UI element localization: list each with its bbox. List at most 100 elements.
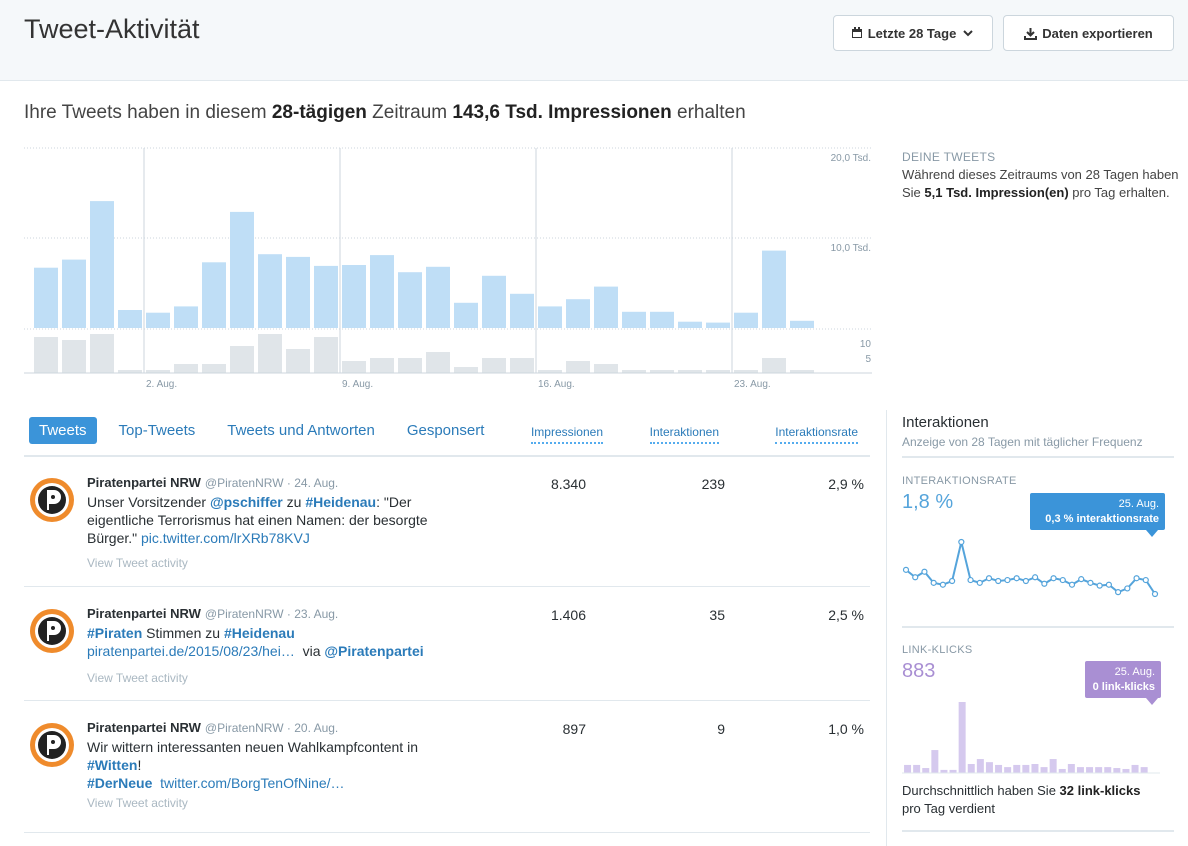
bar (1040, 767, 1048, 773)
link[interactable]: pic.twitter.com/lrXRb78KVJ (141, 530, 310, 546)
text-segment: Zeitraum (366, 102, 453, 123)
tweet-activity-link[interactable]: View Tweet activity (87, 556, 188, 570)
bar (1004, 767, 1012, 773)
link[interactable]: twitter.com/BorgTenOfNine/… (160, 775, 345, 791)
tweet-activity-link[interactable]: View Tweet activity (87, 796, 188, 810)
text-segment: Wir wittern interessanten neuen Wahlkamp… (87, 739, 422, 755)
text-segment: 5,1 Tsd. Impression(en) (924, 185, 1069, 200)
x-tick-label: 23. Aug. (734, 379, 771, 390)
tweet-activity-link[interactable]: View Tweet activity (87, 671, 188, 685)
tooltip-arrow (1146, 530, 1158, 537)
bar (1104, 767, 1112, 773)
bar (958, 702, 966, 773)
column-header: Interaktionsrate (775, 425, 858, 444)
rate-point (1142, 576, 1149, 584)
bar (34, 267, 58, 328)
clicks-footer: Durchschnittlich haben Sie 32 link-klick… (902, 782, 1162, 818)
bar (342, 361, 366, 373)
bar (762, 358, 786, 373)
link[interactable]: @Piratenpartei (324, 643, 424, 659)
bar (62, 259, 86, 328)
bar (398, 358, 422, 373)
rate-line (905, 541, 1156, 595)
bar (90, 334, 114, 373)
link[interactable]: #Witten (87, 757, 138, 773)
rate-point (976, 579, 983, 586)
tweet-text: #Piraten Stimmen zu #Heidenau piratenpar… (87, 624, 457, 660)
author-meta: @PiratenNRW · 23. Aug. (204, 607, 339, 621)
rate-point (1013, 575, 1020, 582)
separator (902, 830, 1174, 832)
bar (622, 311, 646, 328)
author-name: Piratenpartei NRW (87, 720, 201, 735)
bar (1086, 767, 1094, 773)
link[interactable]: #Heidenau (223, 625, 295, 641)
text-segment: pro Tag verdient (902, 801, 995, 816)
tweet-rate: 2,9 % (828, 476, 864, 492)
bar (454, 302, 478, 328)
tab[interactable]: Tweets (29, 417, 97, 444)
bar (538, 306, 562, 328)
bar (734, 312, 758, 328)
bar (734, 370, 758, 373)
bar (650, 370, 674, 373)
bar (678, 370, 702, 373)
text-segment: ! (137, 757, 142, 773)
rate-point (1151, 590, 1159, 598)
rate-point (1105, 581, 1112, 588)
rate-value: 1,8 % (902, 491, 954, 513)
tooltip-date: 25. Aug. (1114, 666, 1155, 678)
export-button[interactable]: Daten exportieren (1003, 15, 1174, 51)
bar (174, 364, 198, 373)
tweet-impressions: 1.406 (550, 607, 586, 623)
separator (902, 456, 1174, 458)
bar (904, 764, 912, 773)
bar (286, 256, 310, 328)
tweet-interactions: 239 (701, 476, 725, 492)
panel-divider (886, 410, 887, 846)
bar (314, 265, 338, 328)
bar (62, 340, 86, 373)
text-segment: 143,6 Tsd. Impressionen (452, 102, 672, 123)
bar (230, 211, 254, 328)
bar (510, 293, 534, 328)
text-segment: Durchschnittlich haben Sie (902, 783, 1060, 798)
clicks-caption: LINK-KLICKS (902, 644, 973, 656)
link[interactable]: #DerNeue (87, 775, 153, 791)
bar (34, 337, 58, 373)
date-range-button[interactable]: Letzte 28 Tage (833, 15, 993, 51)
tab[interactable]: Tweets und Antworten (227, 422, 375, 439)
sidebar-text: Während dieses Zeitraums von 28 Tagen ha… (902, 166, 1182, 202)
date-range-label: Letzte 28 Tage (867, 25, 957, 41)
text-segment: : "Der eigentliche Terrorismus hat einen… (87, 494, 432, 546)
bar (1022, 764, 1030, 773)
x-tick-label: 2. Aug. (146, 379, 177, 390)
link[interactable]: @pschiffer (209, 494, 283, 510)
text-segment: Ihre Tweets haben in diesem (24, 102, 272, 123)
bar (995, 764, 1003, 773)
link[interactable]: #Piraten (87, 625, 143, 641)
bar (1058, 768, 1066, 773)
bar (790, 370, 814, 373)
panel-subtitle: Anzeige von 28 Tagen mit täglicher Frequ… (902, 435, 1143, 449)
bar (985, 762, 993, 773)
tab[interactable]: Gesponsert (406, 422, 485, 439)
avatar[interactable] (28, 476, 76, 524)
bar (678, 321, 702, 328)
bar (118, 370, 142, 373)
avatar[interactable] (28, 721, 76, 769)
avatar[interactable] (28, 607, 76, 655)
tweet-author: Piratenpartei NRW @PiratenNRW · 24. Aug. (87, 475, 338, 490)
tweet-interactions: 9 (717, 721, 725, 737)
bar (622, 370, 646, 373)
y-tick-label: 10,0 Tsd. (831, 243, 871, 254)
bar (314, 337, 338, 373)
rate-caption: INTERAKTIONSRATE (902, 475, 1017, 487)
tweet-interactions: 35 (709, 607, 725, 623)
column-header: Interaktionen (649, 425, 719, 444)
bar (146, 312, 170, 328)
tab[interactable]: Top-Tweets (118, 422, 196, 439)
link[interactable]: piratenpartei.de/2015/08/23/hei… (87, 643, 295, 659)
link[interactable]: #Heidenau (305, 494, 377, 510)
bar (482, 275, 506, 328)
